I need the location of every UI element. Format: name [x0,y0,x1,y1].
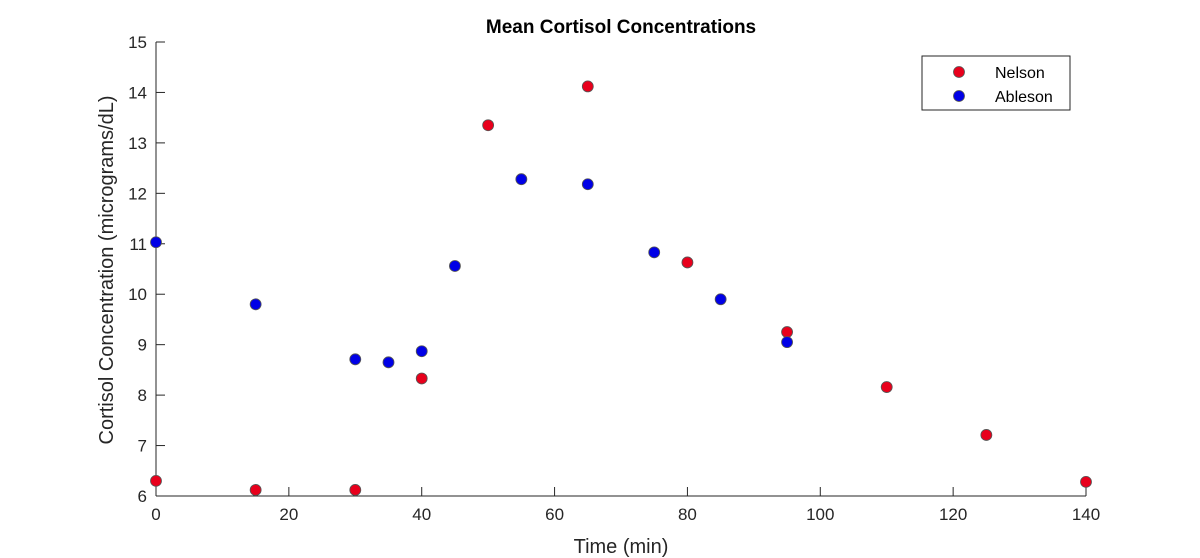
data-point-ableson [581,178,594,191]
y-tick-label: 15 [128,33,147,52]
data-point-nelson [1080,475,1092,488]
data-point-nelson [980,429,993,441]
tick-marks: 0 20 40 60 80 100 120 140 6 7 8 9 10 11 12 13 14 15 [128,33,1100,524]
data-point-ableson [382,356,395,369]
y-tick-label: 8 [138,386,147,405]
data-point-ableson [349,353,362,366]
data-point-ableson [415,345,428,358]
data-points [150,80,1092,496]
axes [155,42,1086,497]
data-point-ableson [249,298,262,311]
legend-label-ableson: Ableson [995,89,1053,106]
y-axis-label: Cortisol Concentration (micrograms/dL) [96,95,118,444]
legend: Nelson Ableson [921,55,1071,111]
data-point-nelson [781,326,793,338]
chart-title: Mean Cortisol Concentrations [486,17,756,38]
data-point-nelson [415,372,428,385]
data-point-ableson [714,293,727,306]
y-tick-label: 7 [138,437,147,456]
x-axis-label: Time (min) [574,536,669,558]
data-point-nelson [349,484,362,496]
x-tick-label: 140 [1072,505,1100,524]
y-tick-label: 11 [129,235,147,254]
series-nelson [150,80,1092,496]
y-tick-label: 6 [138,487,147,506]
legend-marker-nelson [953,66,965,78]
data-point-ableson [781,336,793,349]
legend-marker-ableson [953,90,965,102]
x-tick-label: 120 [939,505,967,524]
data-point-ableson [648,246,661,259]
data-point-nelson [581,80,594,93]
y-tick-label: 13 [128,134,147,153]
data-point-ableson [449,260,461,272]
x-tick-label: 40 [412,505,431,524]
y-tick-label: 10 [128,285,147,304]
x-tick-label: 60 [545,505,564,524]
series-ableson [150,173,793,369]
legend-label-nelson: Nelson [995,65,1045,82]
data-point-ableson [515,173,528,186]
y-tick-label: 14 [128,83,147,102]
data-point-nelson [681,256,694,269]
x-tick-label: 20 [279,505,298,524]
data-point-nelson [150,474,162,487]
data-point-nelson [880,381,893,393]
x-tick-label: 0 [151,505,160,524]
x-tick-label: 100 [806,505,834,524]
y-tick-label: 12 [128,184,147,203]
x-tick-label: 80 [678,505,697,524]
data-point-ableson [150,236,162,249]
data-point-nelson [482,119,495,132]
y-tick-label: 9 [138,336,147,355]
legend-box [921,55,1071,111]
data-point-nelson [249,484,262,496]
